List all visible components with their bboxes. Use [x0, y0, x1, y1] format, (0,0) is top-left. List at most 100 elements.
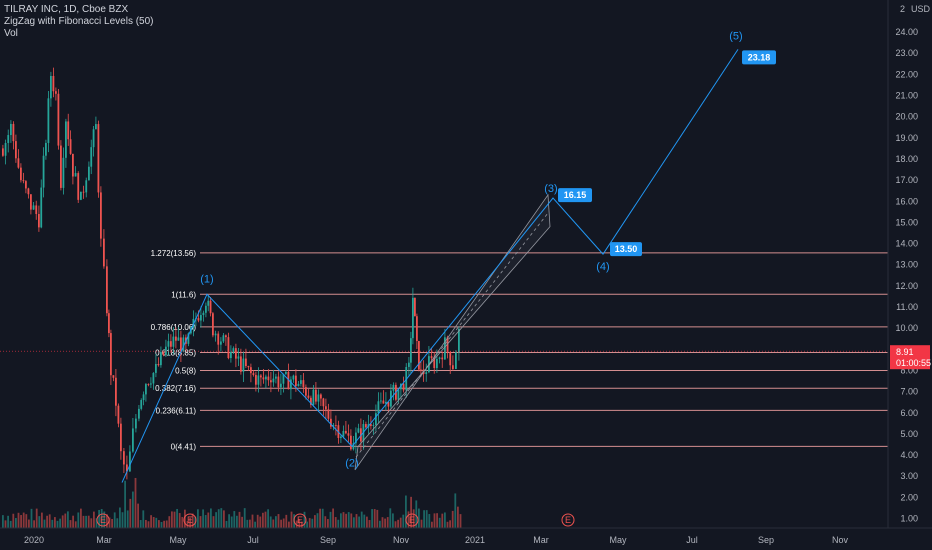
- currency-label: USD: [911, 4, 931, 14]
- candle-body: [402, 383, 405, 391]
- earnings-marker-label: E: [100, 515, 106, 525]
- candle-body: [170, 341, 172, 347]
- volume-bar: [337, 519, 340, 528]
- volume-bar: [282, 518, 285, 528]
- candle-body: [345, 430, 347, 434]
- volume-bar: [61, 515, 64, 528]
- candle-body: [342, 430, 345, 437]
- candle-body: [410, 338, 412, 363]
- volume-bar: [275, 516, 277, 528]
- candle-body: [147, 384, 150, 385]
- symbol-title[interactable]: TILRAY INC, 1D, Cboe BZX: [4, 4, 129, 15]
- time-tick-label: Jul: [686, 535, 698, 545]
- candle-body: [397, 389, 400, 400]
- candle-body: [433, 358, 436, 369]
- price-tick-label: 12.00: [895, 281, 918, 291]
- volume-bar: [228, 514, 230, 528]
- price-tick-label: 11.00: [896, 302, 918, 312]
- wave-label: (3): [544, 183, 557, 195]
- volume-bar: [215, 512, 217, 528]
- price-tick-label: 17.00: [895, 175, 918, 185]
- volume-bar: [254, 521, 256, 528]
- volume-bar: [290, 511, 293, 528]
- fib-level-label: 1(11.6): [171, 290, 196, 299]
- volume-bar: [51, 519, 54, 528]
- price-tick-label: 14.00: [895, 239, 918, 249]
- volume-bar: [451, 510, 454, 528]
- volume-bar: [389, 508, 392, 528]
- candle-body: [17, 158, 20, 168]
- volume-bar: [100, 509, 103, 528]
- candle-body: [220, 341, 222, 345]
- volume-bar: [220, 508, 223, 528]
- volume-bar: [145, 519, 147, 528]
- volume-bar: [444, 512, 446, 528]
- volume-bar: [285, 514, 288, 528]
- volume-bar: [95, 518, 98, 528]
- fib-level-label: 0.5(8): [175, 366, 196, 375]
- candle-body: [262, 377, 265, 380]
- candle-body: [245, 358, 247, 367]
- candle-body: [282, 373, 285, 384]
- volume-bar: [394, 521, 397, 528]
- volume-bar: [108, 517, 111, 528]
- volume-label[interactable]: Vol: [4, 28, 18, 39]
- volume-bar: [314, 515, 316, 528]
- candle-body: [392, 384, 395, 391]
- volume-bar: [178, 513, 181, 528]
- candle-body: [15, 141, 17, 159]
- earnings-marker-label: E: [297, 515, 303, 525]
- candle-body: [330, 418, 332, 427]
- candle-body: [217, 333, 220, 345]
- candle-body: [202, 312, 205, 316]
- volume-bar: [134, 477, 137, 528]
- volume-bar: [329, 511, 332, 528]
- price-tick-label: 16.00: [895, 196, 918, 206]
- price-tick-label: 18.00: [895, 154, 918, 164]
- volume-bar: [423, 510, 425, 528]
- volume-bar: [80, 508, 82, 528]
- current-price-label: 8.91: [896, 347, 914, 357]
- candle-body: [197, 318, 200, 321]
- time-tick-label: 2021: [465, 535, 485, 545]
- volume-bar: [303, 511, 306, 528]
- volume-bar: [376, 509, 379, 528]
- time-tick-label: Jul: [247, 535, 259, 545]
- price-axis-corner-label: 2: [900, 4, 905, 14]
- volume-bar: [415, 500, 418, 528]
- indicator-label[interactable]: ZigZag with Fibonacci Levels (50): [4, 16, 154, 27]
- earnings-marker: [96, 513, 110, 527]
- volume-bar: [345, 513, 347, 528]
- candle-body: [436, 358, 438, 369]
- volume-bar: [155, 517, 158, 528]
- volume-bar: [2, 515, 4, 528]
- candle-body: [340, 436, 342, 438]
- candle-body: [35, 205, 38, 214]
- candle-body: [232, 348, 235, 353]
- volume-bar: [373, 509, 376, 528]
- volume-bar: [384, 518, 386, 528]
- volume-bar: [355, 514, 358, 528]
- volume-bar: [288, 521, 290, 528]
- volume-bar: [116, 518, 119, 528]
- price-tick-label: 2.00: [900, 492, 918, 502]
- earnings-marker-label: E: [565, 515, 571, 525]
- fib-level-label: 0(4.41): [171, 442, 197, 451]
- candle-body: [40, 187, 43, 228]
- time-tick-label: Sep: [758, 535, 774, 545]
- volume-bar: [93, 511, 95, 528]
- candle-body: [145, 384, 147, 395]
- candle-body: [312, 389, 315, 405]
- volume-bar: [147, 521, 150, 528]
- volume-bar: [405, 495, 407, 528]
- volume-bar: [163, 520, 165, 528]
- candle-body: [55, 91, 57, 94]
- earnings-marker: [561, 513, 575, 527]
- candle-body: [252, 373, 255, 375]
- candle-body: [180, 337, 182, 352]
- volume-bar: [446, 521, 449, 528]
- candle-body: [372, 425, 375, 426]
